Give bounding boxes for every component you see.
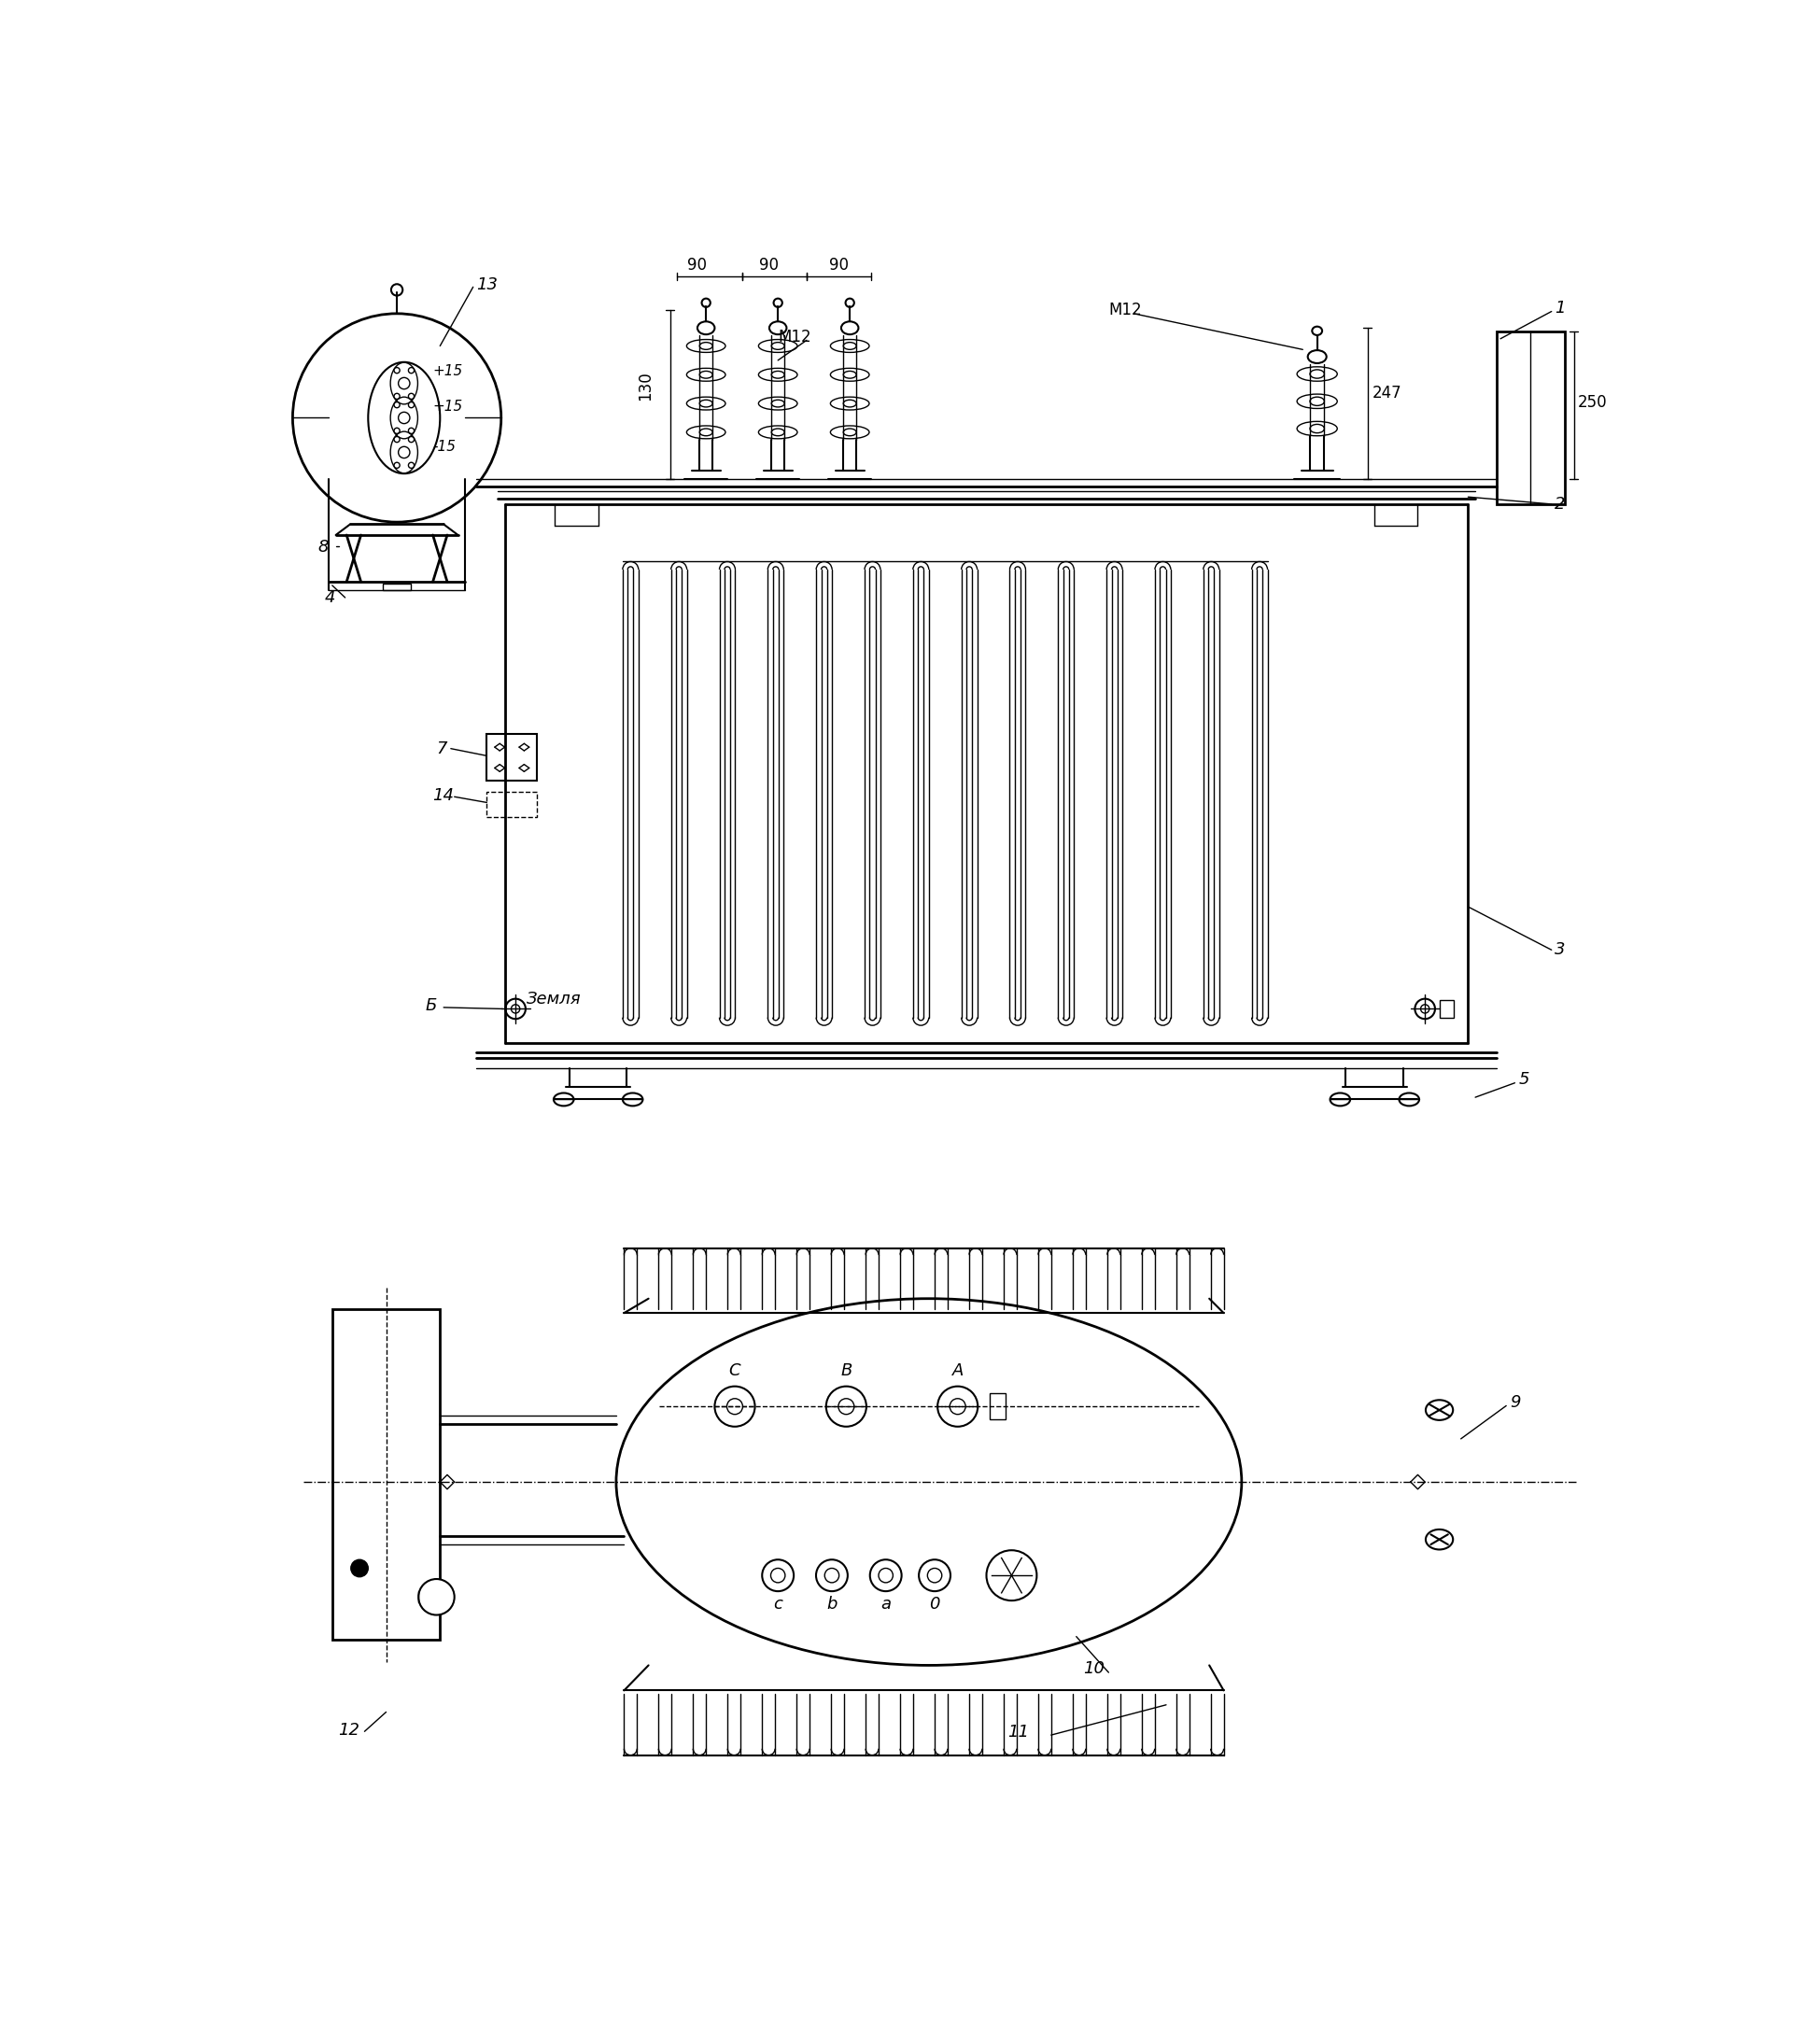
Text: b: b (826, 1596, 837, 1613)
Text: 13: 13 (476, 276, 498, 292)
Text: 130: 130 (637, 370, 654, 401)
Text: +15: +15 (432, 364, 463, 378)
Circle shape (398, 413, 410, 423)
Text: Земля: Земля (527, 991, 581, 1008)
Text: 90: 90 (759, 258, 779, 274)
Text: С: С (728, 1361, 741, 1380)
Text: -15: -15 (432, 439, 456, 454)
Circle shape (826, 1386, 866, 1427)
Text: 12: 12 (338, 1721, 360, 1737)
Text: А: А (952, 1361, 964, 1380)
Text: 7: 7 (436, 740, 447, 756)
Text: Б: Б (425, 997, 438, 1014)
Circle shape (928, 1568, 943, 1582)
Circle shape (1420, 1004, 1429, 1014)
Circle shape (350, 1560, 369, 1576)
Circle shape (409, 368, 414, 374)
Text: 247: 247 (1373, 384, 1402, 401)
Text: 90: 90 (830, 258, 848, 274)
Circle shape (394, 368, 400, 374)
Bar (1496, 331, 1565, 505)
Text: 3: 3 (1554, 942, 1565, 959)
Circle shape (824, 1568, 839, 1582)
Circle shape (950, 1398, 966, 1414)
Text: 14: 14 (432, 787, 454, 803)
Bar (332, 1310, 439, 1639)
Circle shape (409, 427, 414, 433)
Circle shape (394, 403, 400, 407)
Circle shape (763, 1560, 794, 1590)
Text: с: с (774, 1596, 783, 1613)
Text: a: a (881, 1596, 892, 1613)
Circle shape (390, 284, 403, 296)
Circle shape (394, 392, 400, 399)
Bar (487, 734, 538, 781)
Text: +15: +15 (432, 401, 463, 415)
Bar (1440, 1000, 1455, 1018)
Text: 11: 11 (1008, 1723, 1030, 1741)
Circle shape (1415, 1000, 1435, 1018)
Circle shape (394, 437, 400, 442)
Bar (383, 583, 410, 591)
Text: М12: М12 (777, 329, 812, 345)
Text: 8: 8 (318, 540, 329, 556)
Circle shape (937, 1386, 977, 1427)
Circle shape (409, 403, 414, 407)
Text: 1: 1 (1554, 300, 1565, 317)
Text: 9: 9 (1509, 1394, 1520, 1410)
Circle shape (770, 1568, 785, 1582)
Text: В: В (841, 1361, 852, 1380)
Circle shape (510, 1004, 519, 1014)
Text: 4: 4 (325, 589, 336, 605)
Circle shape (815, 1560, 848, 1590)
Circle shape (839, 1398, 854, 1414)
Bar (990, 1394, 1006, 1419)
Text: 0: 0 (930, 1596, 941, 1613)
Circle shape (409, 437, 414, 442)
Circle shape (292, 313, 501, 521)
Circle shape (870, 1560, 901, 1590)
Circle shape (879, 1568, 893, 1582)
Circle shape (726, 1398, 743, 1414)
Circle shape (394, 462, 400, 468)
Circle shape (394, 427, 400, 433)
Circle shape (398, 446, 410, 458)
Text: 2: 2 (1554, 497, 1565, 513)
Circle shape (986, 1549, 1037, 1600)
Circle shape (398, 378, 410, 388)
Bar (487, 791, 538, 818)
Text: 5: 5 (1518, 1071, 1529, 1087)
Circle shape (409, 462, 414, 468)
Text: М12: М12 (1108, 303, 1142, 319)
Text: 10: 10 (1084, 1660, 1104, 1678)
Circle shape (409, 392, 414, 399)
Circle shape (505, 1000, 525, 1018)
Circle shape (716, 1386, 755, 1427)
Circle shape (919, 1560, 950, 1590)
Circle shape (418, 1580, 454, 1615)
Text: 250: 250 (1578, 394, 1607, 411)
Text: 90: 90 (688, 258, 706, 274)
